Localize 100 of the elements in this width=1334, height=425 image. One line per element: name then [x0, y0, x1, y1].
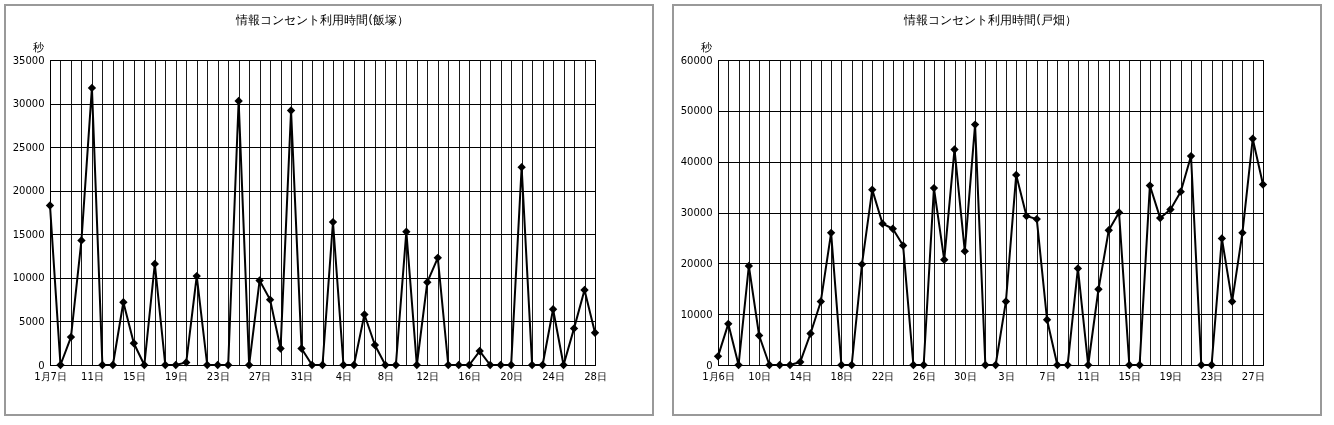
point	[161, 360, 170, 370]
point	[981, 360, 990, 370]
point	[796, 357, 805, 367]
x-tick-label: 27日	[248, 370, 272, 382]
y-tick-label: 30000	[12, 98, 45, 110]
x-tick-label: 26日	[912, 370, 936, 382]
point	[775, 360, 784, 370]
point	[816, 297, 826, 306]
point	[360, 310, 369, 319]
point	[1186, 151, 1196, 161]
chart-title: 情報コンセント利用時間(戸畑）	[903, 13, 1077, 27]
point	[349, 360, 359, 370]
point	[486, 360, 495, 370]
y-tick-label: 60000	[680, 54, 713, 66]
point	[1207, 360, 1216, 370]
y-tick-label: 5000	[19, 315, 45, 327]
x-tick-label: 19日	[164, 370, 188, 382]
point	[1227, 297, 1237, 306]
y-tick-label: 0	[38, 359, 45, 371]
point	[140, 360, 149, 370]
x-tick-label: 11日	[81, 370, 104, 382]
point	[108, 360, 118, 370]
point	[569, 324, 579, 333]
point	[213, 360, 222, 370]
x-tick-label: 10日	[748, 370, 771, 382]
point	[297, 344, 306, 353]
point	[837, 360, 846, 370]
point	[1104, 226, 1113, 235]
point	[929, 183, 939, 193]
point	[77, 236, 86, 245]
point	[1197, 360, 1206, 370]
point	[1238, 228, 1247, 238]
point	[1258, 180, 1268, 189]
point	[1248, 134, 1257, 143]
point	[339, 360, 348, 370]
point	[192, 271, 201, 281]
point	[919, 360, 928, 370]
point	[391, 360, 401, 370]
point	[765, 360, 774, 370]
point	[1042, 315, 1052, 324]
point	[255, 276, 264, 285]
y-tick-label: 20000	[12, 185, 45, 197]
point	[381, 360, 390, 370]
y-tick-label: 40000	[680, 156, 713, 168]
point	[66, 332, 76, 342]
y-tick-label: 10000	[12, 272, 45, 284]
point	[98, 360, 107, 370]
point	[454, 360, 463, 370]
x-tick-label: 1月6日	[702, 370, 735, 382]
point	[475, 346, 484, 356]
y-tick-label: 25000	[12, 141, 45, 153]
point	[940, 255, 949, 264]
point	[847, 360, 856, 370]
point	[496, 360, 505, 370]
y-tick-label: 0	[706, 359, 713, 371]
point	[171, 360, 180, 370]
point	[444, 360, 453, 370]
y-axis-title: 秒	[32, 40, 44, 54]
x-tick-label: 24日	[542, 370, 565, 382]
point	[1135, 360, 1144, 370]
point	[1125, 360, 1134, 370]
point	[868, 185, 877, 194]
y-axis-title: 秒	[700, 40, 712, 54]
point	[590, 328, 600, 337]
x-tick-label: 11日	[1077, 370, 1101, 382]
x-tick-label: 14日	[789, 370, 813, 382]
x-tick-label: 12日	[416, 370, 440, 382]
x-tick-label: 15日	[1118, 370, 1142, 382]
x-tick-label: 16日	[458, 370, 482, 382]
x-tick-label: 30日	[953, 370, 977, 382]
point	[56, 360, 65, 370]
point	[1217, 234, 1227, 243]
x-tick-label: 27日	[1241, 370, 1265, 382]
y-tick-label: 30000	[680, 207, 713, 218]
point	[1176, 187, 1185, 196]
point	[1022, 211, 1031, 221]
point	[1145, 181, 1155, 190]
x-tick-label: 31日	[290, 370, 314, 382]
point	[286, 106, 296, 115]
x-tick-label: 8日	[377, 370, 395, 382]
point	[950, 145, 959, 154]
point	[1001, 297, 1011, 306]
point	[203, 360, 212, 370]
point	[433, 253, 442, 262]
y-tick-label: 35000	[12, 54, 45, 66]
point	[517, 163, 526, 172]
point	[878, 219, 887, 228]
y-tick-label: 20000	[680, 257, 713, 269]
point	[244, 360, 254, 370]
point	[548, 305, 558, 314]
chart-title: 情報コンセント利用時間(飯塚）	[235, 13, 409, 27]
y-tick-label: 15000	[12, 228, 45, 240]
point	[412, 360, 422, 370]
point	[806, 329, 815, 338]
point	[465, 360, 474, 370]
point	[898, 241, 908, 250]
point	[276, 344, 285, 353]
x-tick-label: 23日	[206, 370, 230, 382]
point	[970, 120, 980, 129]
point	[909, 360, 918, 370]
